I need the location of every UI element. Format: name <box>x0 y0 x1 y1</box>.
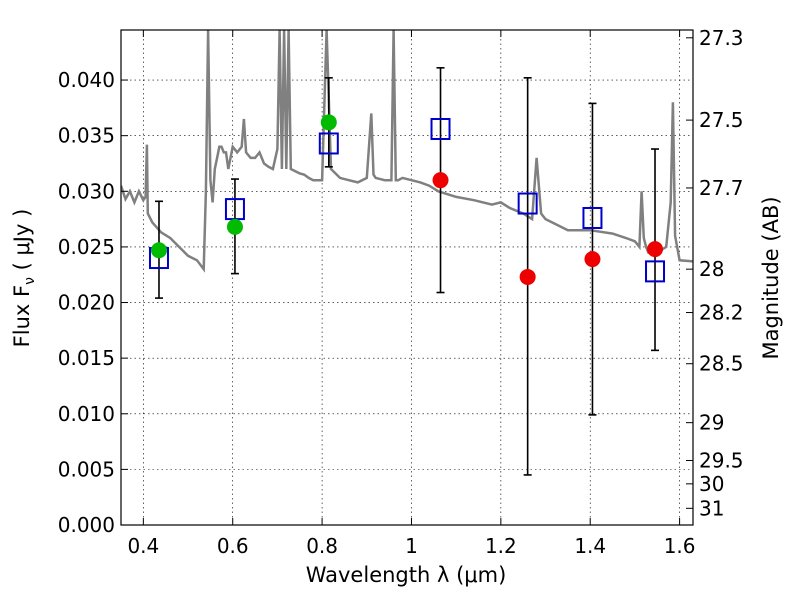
red-circle-marker <box>432 172 449 189</box>
x-tick-label: 1.6 <box>664 534 696 558</box>
green-circle-marker <box>226 218 243 235</box>
y2-tick-label: 27.7 <box>699 176 744 200</box>
y2-tick-label: 30 <box>699 472 724 496</box>
y-tick-label: 0.010 <box>58 402 115 426</box>
y2-tick-label: 28.5 <box>699 352 744 376</box>
markers-layer <box>148 114 666 285</box>
y-axis-label-main: Flux F <box>10 285 34 347</box>
square-marker <box>430 118 451 140</box>
y-tick-label: 0.015 <box>58 346 115 370</box>
y-axis-label-unit: ( μJy ) <box>10 209 34 277</box>
y-tick-label: 0.005 <box>58 457 115 481</box>
y2-tick-label: 27.3 <box>699 26 744 50</box>
y-tick-label: 0.035 <box>58 124 115 148</box>
y-tick-label: 0.040 <box>58 68 115 92</box>
x-tick-label: 1 <box>405 534 418 558</box>
square-marker <box>582 206 603 229</box>
x-tick-label: 0.8 <box>306 534 338 558</box>
y2-tick-label: 29 <box>699 411 724 435</box>
x-tick-label: 0.4 <box>127 534 159 558</box>
y2-tick-label: 31 <box>699 496 724 520</box>
grid-lines <box>121 30 693 526</box>
y2-tick-label: 29.5 <box>699 448 744 472</box>
spectrum-line <box>121 30 693 273</box>
y2-tick-label: 28 <box>699 257 724 281</box>
y-tick-label: 0.020 <box>58 291 115 315</box>
green-circle-marker <box>150 242 167 259</box>
x-tick-label: 0.6 <box>217 534 249 558</box>
y-tick-label: 0.030 <box>58 179 115 203</box>
y2-axis-label: Magnitude (AB) <box>759 196 783 359</box>
green-circle-marker <box>320 114 337 131</box>
x-axis-label: Wavelength λ (μm) <box>306 563 507 587</box>
y-axis-label-subscript: ν <box>22 277 38 285</box>
error-bars-layer <box>154 67 660 476</box>
red-circle-marker <box>584 251 601 268</box>
x-tick-label: 1.2 <box>485 534 517 558</box>
y-axis-label: Flux Fν ( μJy ) <box>10 209 38 348</box>
square-marker <box>318 132 339 155</box>
axis-ticks: 0.4 0.6 0.8 1 1.2 1.4 1.6 0.000 0.005 0.010 0.015 0… <box>58 26 744 558</box>
spectrum-layer <box>121 30 693 273</box>
y-tick-label: 0.025 <box>58 235 115 259</box>
square-marker <box>517 192 538 215</box>
red-circle-marker <box>647 241 664 258</box>
red-circle-marker <box>519 268 536 285</box>
y-tick-label: 0.000 <box>58 513 115 537</box>
x-tick-label: 1.4 <box>574 534 606 558</box>
y2-tick-label: 27.5 <box>699 108 744 132</box>
square-marker <box>645 260 666 283</box>
y2-tick-label: 28.2 <box>699 301 744 325</box>
plot-frame <box>120 29 694 526</box>
